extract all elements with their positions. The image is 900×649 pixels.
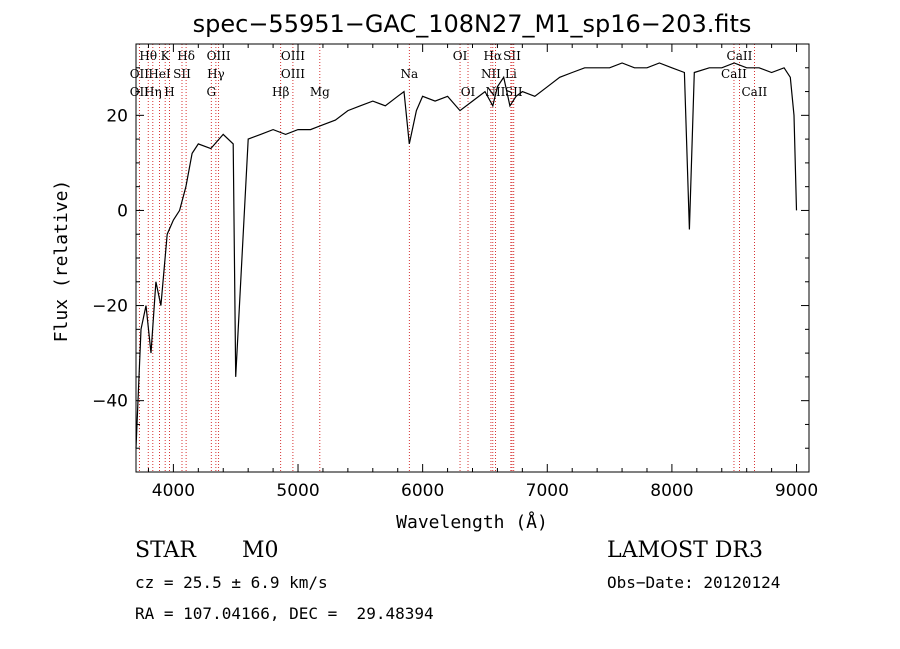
y-tick-label-3: 20 bbox=[106, 106, 128, 126]
object-subclass: M0 bbox=[242, 538, 279, 563]
y-tick-label-0: −40 bbox=[92, 392, 128, 412]
x-tick-label-0: 4000 bbox=[152, 481, 195, 501]
marker-label-row3-8: SII bbox=[505, 85, 523, 99]
marker-label-row1-8: CaII bbox=[727, 49, 753, 63]
marker-label-row1-4: OIII bbox=[281, 49, 305, 63]
marker-label-row2-3: Hγ bbox=[207, 67, 225, 81]
x-tick-label-2: 6000 bbox=[401, 481, 444, 501]
marker-label-row2-5: Na bbox=[400, 67, 418, 81]
marker-label-row3-4: Hβ bbox=[272, 85, 289, 99]
x-axis-label: Wavelength (Å) bbox=[396, 511, 548, 533]
y-tick-label-1: −20 bbox=[92, 297, 128, 317]
x-tick-label-5: 9000 bbox=[775, 481, 818, 501]
marker-label-row3-5: Mg bbox=[310, 85, 330, 99]
observation-date: Obs−Date: 20120124 bbox=[607, 573, 781, 592]
marker-label-row1-7: SII bbox=[503, 49, 521, 63]
object-class: STAR bbox=[135, 538, 196, 563]
x-tick-label-3: 7000 bbox=[526, 481, 569, 501]
marker-label-row2-1: HeI bbox=[148, 67, 171, 81]
marker-label-row2-7: Li bbox=[505, 67, 517, 81]
marker-label-row1-5: OI bbox=[453, 49, 468, 63]
marker-label-row2-0: OII bbox=[130, 67, 150, 81]
marker-label-row1-6: Hα bbox=[484, 49, 503, 63]
marker-label-row1-1: K bbox=[161, 49, 171, 63]
marker-label-row2-8: CaII bbox=[721, 67, 747, 81]
marker-label-row2-2: SII bbox=[173, 67, 191, 81]
marker-label-row2-4: OIII bbox=[281, 67, 305, 81]
marker-label-row1-0: Hθ bbox=[139, 49, 157, 63]
coordinates: RA = 107.04166, DEC = 29.48394 bbox=[135, 604, 434, 623]
marker-label-row3-6: OI bbox=[461, 85, 476, 99]
axis-ticks: 4000 5000 6000 7000 8000 9000 −40 −20 0 20 bbox=[92, 44, 818, 501]
marker-label-row2-6: NII bbox=[481, 67, 501, 81]
marker-label-row3-9: CaII bbox=[741, 85, 767, 99]
y-tick-label-2: 0 bbox=[117, 201, 128, 221]
x-tick-label-4: 8000 bbox=[650, 481, 693, 501]
spectrum-line bbox=[135, 62, 798, 449]
chart-title: spec−55951−GAC_108N27_M1_sp16−203.fits bbox=[193, 10, 752, 38]
redshift-info: cz = 25.5 ± 6.9 km/s bbox=[135, 573, 328, 592]
x-tick-label-1: 5000 bbox=[276, 481, 319, 501]
marker-label-row3-2: H bbox=[164, 85, 174, 99]
marker-label-row3-3: G bbox=[206, 85, 216, 99]
plot-frame bbox=[135, 43, 810, 473]
marker-label-row1-3: OIII bbox=[207, 49, 231, 63]
y-axis-label: Flux (relative) bbox=[51, 180, 72, 343]
marker-label-row3-1: Hη bbox=[144, 85, 162, 99]
marker-label-row1-2: Hδ bbox=[177, 49, 195, 63]
survey-name: LAMOST DR3 bbox=[607, 538, 763, 563]
